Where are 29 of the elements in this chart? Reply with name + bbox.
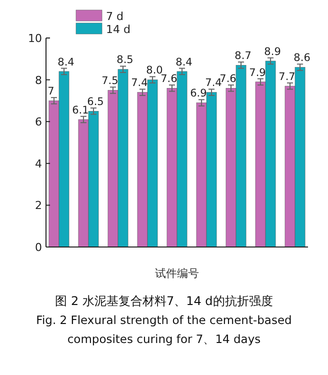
data-label: 7.9 <box>249 66 266 79</box>
y-tick-label: 0 <box>35 241 42 254</box>
data-label: 7.4 <box>131 77 148 90</box>
data-label: 7 <box>48 86 54 98</box>
data-label: 8.4 <box>176 56 193 68</box>
data-label: 8.6 <box>294 52 311 64</box>
data-label: 8.0 <box>146 64 163 77</box>
y-tick-label: 6 <box>35 116 42 129</box>
legend-label: 7 d <box>106 10 124 23</box>
data-label: 7.6 <box>160 73 178 86</box>
caption: 图 2 水泥基复合材料7、14 d的抗折强度 <box>55 294 273 308</box>
data-label: 6.1 <box>72 104 89 116</box>
y-tick-label: 4 <box>35 157 42 170</box>
y-tick-label: 8 <box>35 74 42 87</box>
data-label: 8.7 <box>234 50 252 62</box>
x-axis-title: 试件编号 <box>155 267 199 280</box>
data-label: 7.4 <box>205 77 222 90</box>
data-label: 6.9 <box>190 88 207 100</box>
legend-label: 14 d <box>106 23 130 36</box>
y-tick-label: 10 <box>28 32 42 45</box>
data-label: 8.9 <box>264 46 281 58</box>
data-label: 7.7 <box>278 70 296 83</box>
text: composites curing for 7、14 days <box>67 332 261 346</box>
caption: Fig. 2 Flexural strength of the cement-based <box>36 313 292 327</box>
data-label: 8.4 <box>58 56 75 68</box>
data-label: 8.5 <box>116 54 134 66</box>
y-tick-label: 2 <box>35 199 42 212</box>
data-label: 7.5 <box>102 75 118 88</box>
data-label: 6.5 <box>87 96 104 108</box>
